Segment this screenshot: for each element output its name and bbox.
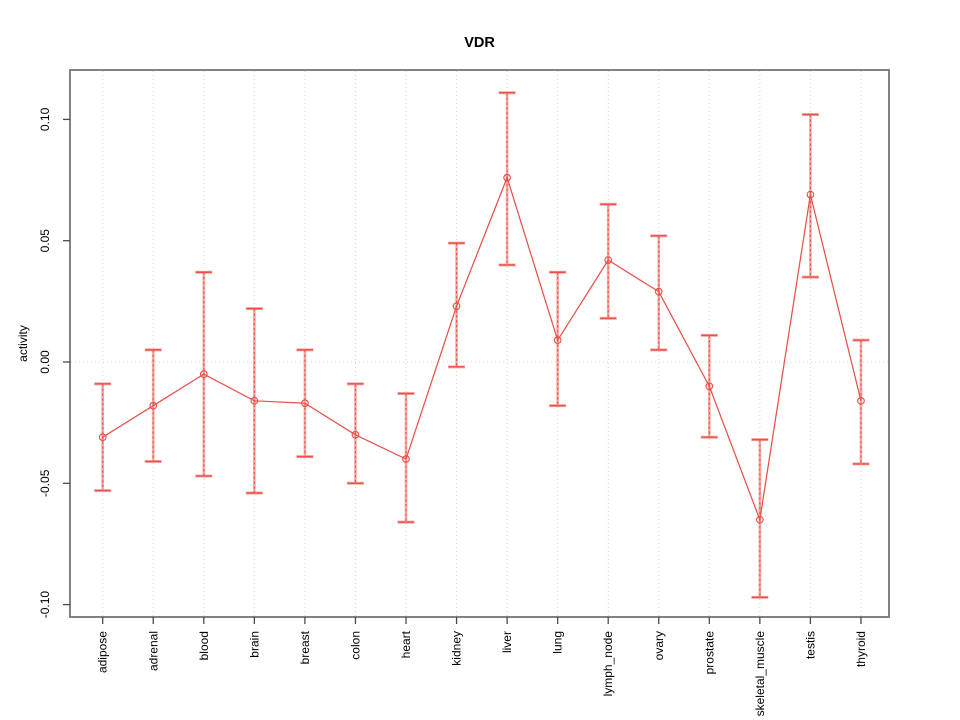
data-point bbox=[553, 336, 562, 345]
x-tick-label: heart bbox=[399, 630, 413, 658]
x-tick-label: adrenal bbox=[146, 631, 160, 671]
x-tick-label: ovary bbox=[652, 631, 666, 660]
x-tick-label: skeletal_muscle bbox=[753, 631, 767, 717]
x-tick-label: kidney bbox=[450, 631, 464, 666]
x-tick-label: breast bbox=[298, 630, 312, 664]
y-tick-label: 0.10 bbox=[38, 107, 52, 131]
data-point bbox=[654, 287, 663, 296]
data-point bbox=[503, 173, 511, 182]
x-tick-label: prostate bbox=[702, 631, 716, 675]
data-point bbox=[149, 401, 158, 410]
plot-layer: 0.10 0.05 0.00 -0.05 -0.10 adipose adrenal bloo… bbox=[38, 69, 890, 717]
x-tick-label: brain bbox=[247, 631, 261, 658]
x-tick-label: lymph_node bbox=[601, 631, 615, 697]
y-tick-label: -0.05 bbox=[38, 469, 52, 497]
data-point bbox=[755, 515, 764, 524]
y-tick-label: 0.00 bbox=[38, 350, 52, 374]
data-point bbox=[705, 382, 714, 391]
data-point bbox=[402, 455, 410, 463]
x-tick-label: colon bbox=[348, 631, 362, 660]
x-tick-label: adipose bbox=[96, 631, 110, 673]
data-point bbox=[351, 430, 360, 439]
plot-border bbox=[69, 69, 890, 618]
x-tick-label: lung bbox=[551, 631, 565, 654]
x-tick-label: thyroid bbox=[854, 631, 868, 667]
data-point bbox=[857, 396, 865, 405]
data-point bbox=[806, 190, 815, 199]
x-tick-label: liver bbox=[500, 631, 514, 653]
chart-title: VDR bbox=[464, 35, 495, 51]
data-point bbox=[604, 256, 613, 264]
data-point bbox=[199, 370, 208, 379]
y-tick-label: 0.05 bbox=[38, 229, 52, 253]
data-point bbox=[452, 302, 461, 311]
series-line bbox=[102, 175, 862, 523]
data-point bbox=[250, 396, 259, 405]
x-tick-label: testis bbox=[803, 631, 817, 659]
y-tick-label: -0.10 bbox=[38, 591, 52, 619]
y-axis-label: activity bbox=[16, 325, 30, 362]
data-point bbox=[301, 399, 309, 408]
x-tick-label: blood bbox=[197, 631, 211, 660]
data-point bbox=[98, 433, 107, 442]
